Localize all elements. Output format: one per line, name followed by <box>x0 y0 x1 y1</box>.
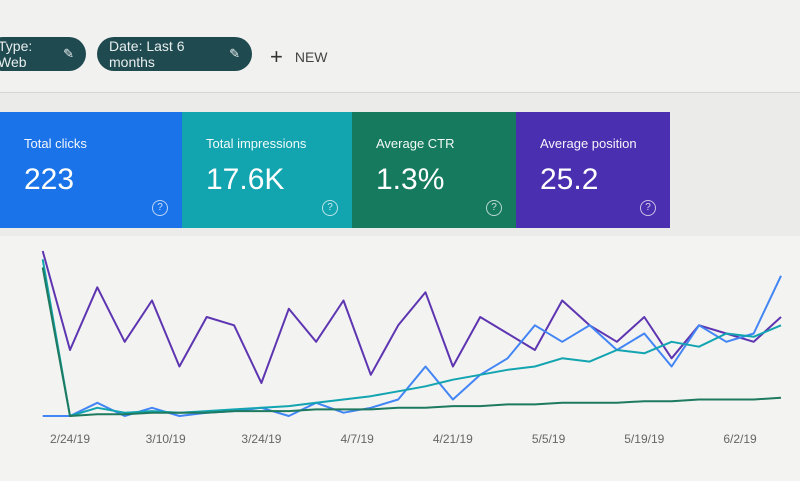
performance-chart: 2/24/19 3/10/19 3/24/19 4/7/19 4/21/19 5/5/19… <box>0 236 800 481</box>
series-line-2 <box>41 259 782 417</box>
metric-value: 25.2 <box>540 163 599 196</box>
series-line-1 <box>42 275 782 417</box>
filter-chip-date[interactable]: Date: Last 6 months ✎ <box>97 37 252 71</box>
x-tick-label: 3/10/19 <box>145 432 186 446</box>
x-tick-label: 4/21/19 <box>432 432 473 446</box>
series-line-3 <box>41 267 782 417</box>
help-icon[interactable]: ? <box>152 200 168 216</box>
x-tick-label: 4/7/19 <box>340 432 374 446</box>
filter-chip-label: Date: Last 6 months <box>109 38 185 70</box>
x-tick-label: 6/2/19 <box>723 432 757 446</box>
metric-label: Total clicks <box>24 136 87 151</box>
help-icon[interactable]: ? <box>322 200 338 216</box>
pencil-icon[interactable]: ✎ <box>229 46 240 61</box>
filter-bar: Type: Web ✎ Date: Last 6 months ✎ + NEW <box>0 0 800 93</box>
metric-cards: Total clicks 223 ? Total impressions 17.… <box>0 112 670 228</box>
filter-chip-label: Type: Web <box>0 38 33 70</box>
filter-chip-type[interactable]: Type: Web ✎ <box>0 37 86 71</box>
x-tick-label: 5/19/19 <box>624 432 665 446</box>
metric-value: 17.6K <box>206 163 285 196</box>
metric-card-total-clicks[interactable]: Total clicks 223 ? <box>0 112 182 228</box>
metric-card-average-ctr[interactable]: Average CTR 1.3% ? <box>352 112 516 228</box>
new-filter-button[interactable]: + NEW <box>270 44 328 70</box>
plus-icon: + <box>270 44 283 69</box>
x-tick-label: 5/5/19 <box>531 432 566 446</box>
x-tick-label: 2/24/19 <box>49 432 91 446</box>
metric-card-average-position[interactable]: Average position 25.2 ? <box>516 112 670 228</box>
help-icon[interactable]: ? <box>486 200 502 216</box>
help-icon[interactable]: ? <box>640 200 656 216</box>
metric-value: 223 <box>24 163 75 196</box>
pencil-icon[interactable]: ✎ <box>63 46 74 61</box>
metric-label: Average CTR <box>376 136 455 151</box>
chart-plot <box>41 250 782 417</box>
metric-label: Average position <box>540 136 637 151</box>
series-line-0 <box>41 250 782 384</box>
new-button-label: NEW <box>294 49 328 65</box>
metric-value: 1.3% <box>376 163 445 196</box>
metric-card-total-impressions[interactable]: Total impressions 17.6K ? <box>182 112 352 228</box>
metric-label: Total impressions <box>206 136 307 151</box>
x-tick-label: 3/24/19 <box>241 432 282 446</box>
